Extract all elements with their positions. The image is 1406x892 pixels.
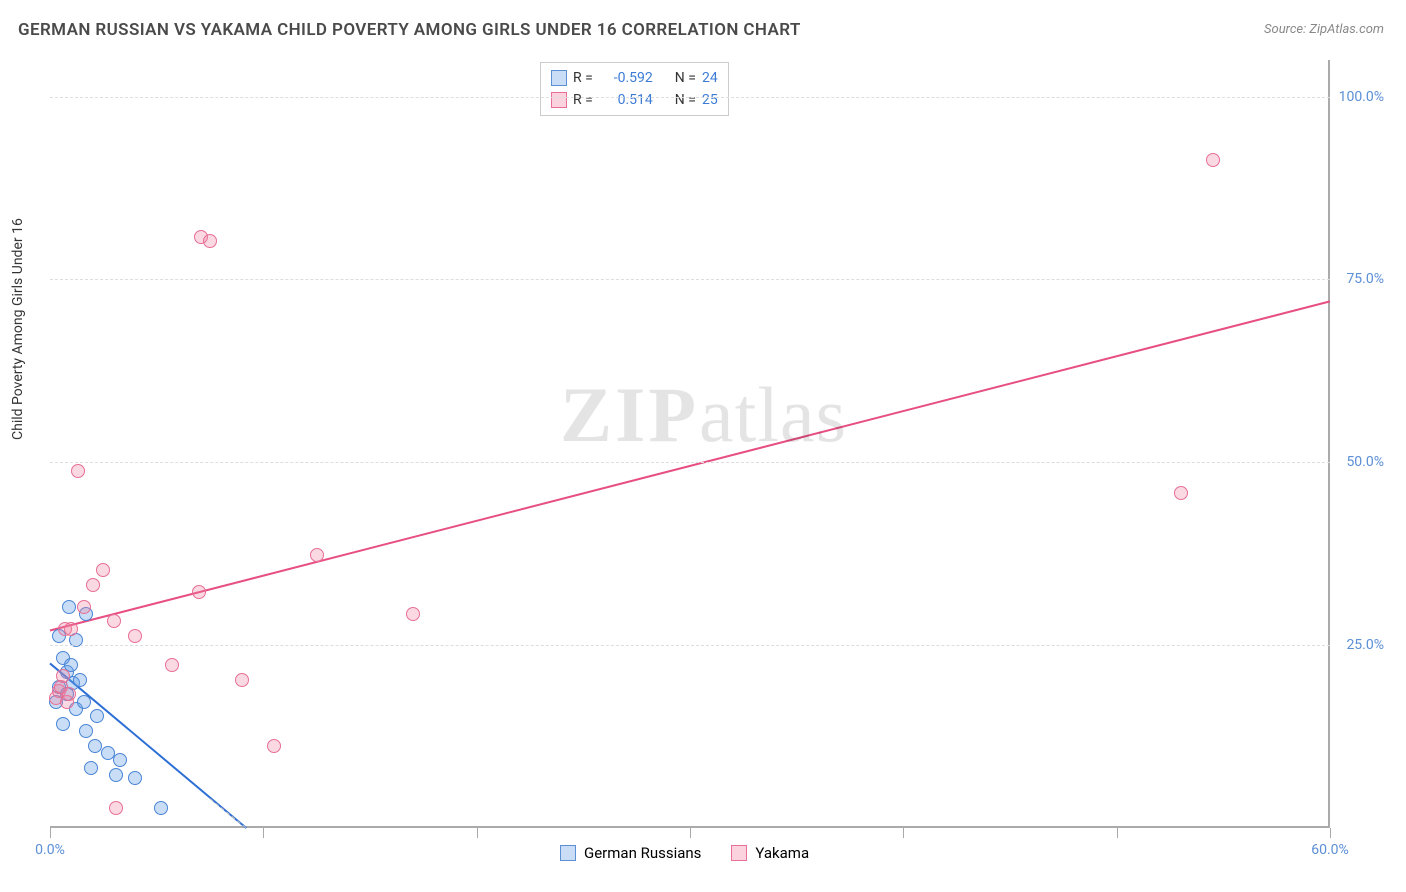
data-point xyxy=(406,607,420,621)
data-point xyxy=(235,673,249,687)
y-axis-label: Child Poverty Among Girls Under 16 xyxy=(10,218,26,440)
x-tick xyxy=(477,828,478,838)
x-tick-label: 60.0% xyxy=(1311,842,1349,858)
n-label: N = xyxy=(675,67,696,89)
grid-line-h xyxy=(50,462,1330,463)
r-value: 0.514 xyxy=(599,89,653,111)
chart-title: GERMAN RUSSIAN VS YAKAMA CHILD POVERTY A… xyxy=(18,20,801,40)
legend-item: Yakama xyxy=(731,844,809,862)
data-point xyxy=(165,658,179,672)
grid-line-h xyxy=(50,97,1330,98)
y-tick-label: 100.0% xyxy=(1339,89,1384,105)
x-tick xyxy=(50,828,51,838)
data-point xyxy=(267,739,281,753)
plot-inner xyxy=(50,60,1328,826)
data-point xyxy=(310,548,324,562)
plot-area xyxy=(50,60,1330,828)
data-point xyxy=(192,585,206,599)
legend-swatch xyxy=(551,92,567,108)
data-point xyxy=(62,600,76,614)
data-point xyxy=(90,709,104,723)
data-point xyxy=(128,629,142,643)
data-point xyxy=(88,739,102,753)
data-point xyxy=(113,753,127,767)
grid-line-h xyxy=(50,645,1330,646)
legend-item: German Russians xyxy=(560,844,701,862)
data-point xyxy=(77,695,91,709)
stats-legend: R = -0.592 N = 24 R = 0.514 N = 25 xyxy=(540,62,729,116)
x-tick xyxy=(263,828,264,838)
x-tick xyxy=(1117,828,1118,838)
data-point xyxy=(77,600,91,614)
data-point xyxy=(101,746,115,760)
legend-label: Yakama xyxy=(755,844,809,862)
n-value: 25 xyxy=(702,89,718,111)
data-point xyxy=(107,614,121,628)
x-tick xyxy=(690,828,691,838)
data-point xyxy=(203,234,217,248)
legend-swatch xyxy=(731,845,747,861)
grid-line-h xyxy=(50,279,1330,280)
trend-lines xyxy=(50,60,1330,828)
trend-line xyxy=(50,301,1330,630)
stats-legend-row: R = 0.514 N = 25 xyxy=(551,89,718,111)
n-label: N = xyxy=(675,89,696,111)
data-point xyxy=(1206,153,1220,167)
stats-legend-row: R = -0.592 N = 24 xyxy=(551,67,718,89)
data-point xyxy=(109,768,123,782)
y-tick-label: 75.0% xyxy=(1346,271,1384,287)
data-point xyxy=(79,724,93,738)
data-point xyxy=(1174,486,1188,500)
data-point xyxy=(84,761,98,775)
legend-swatch xyxy=(551,70,567,86)
data-point xyxy=(73,673,87,687)
source-label: Source: ZipAtlas.com xyxy=(1264,22,1384,37)
y-tick-label: 25.0% xyxy=(1346,637,1384,653)
r-value: -0.592 xyxy=(599,67,653,89)
x-tick-label: 0.0% xyxy=(35,842,65,858)
data-point xyxy=(128,771,142,785)
r-label: R = xyxy=(573,67,593,89)
data-point xyxy=(71,464,85,478)
data-point xyxy=(96,563,110,577)
trend-line xyxy=(50,663,246,828)
data-point xyxy=(62,687,76,701)
data-point xyxy=(56,717,70,731)
y-tick-label: 50.0% xyxy=(1346,454,1384,470)
data-point xyxy=(86,578,100,592)
legend-swatch xyxy=(560,845,576,861)
data-point xyxy=(64,622,78,636)
x-tick xyxy=(1330,828,1331,838)
series-legend: German Russians Yakama xyxy=(560,844,809,862)
data-point xyxy=(56,669,70,683)
x-tick xyxy=(903,828,904,838)
r-label: R = xyxy=(573,89,593,111)
data-point xyxy=(109,801,123,815)
n-value: 24 xyxy=(702,67,718,89)
data-point xyxy=(154,801,168,815)
legend-label: German Russians xyxy=(584,844,701,862)
